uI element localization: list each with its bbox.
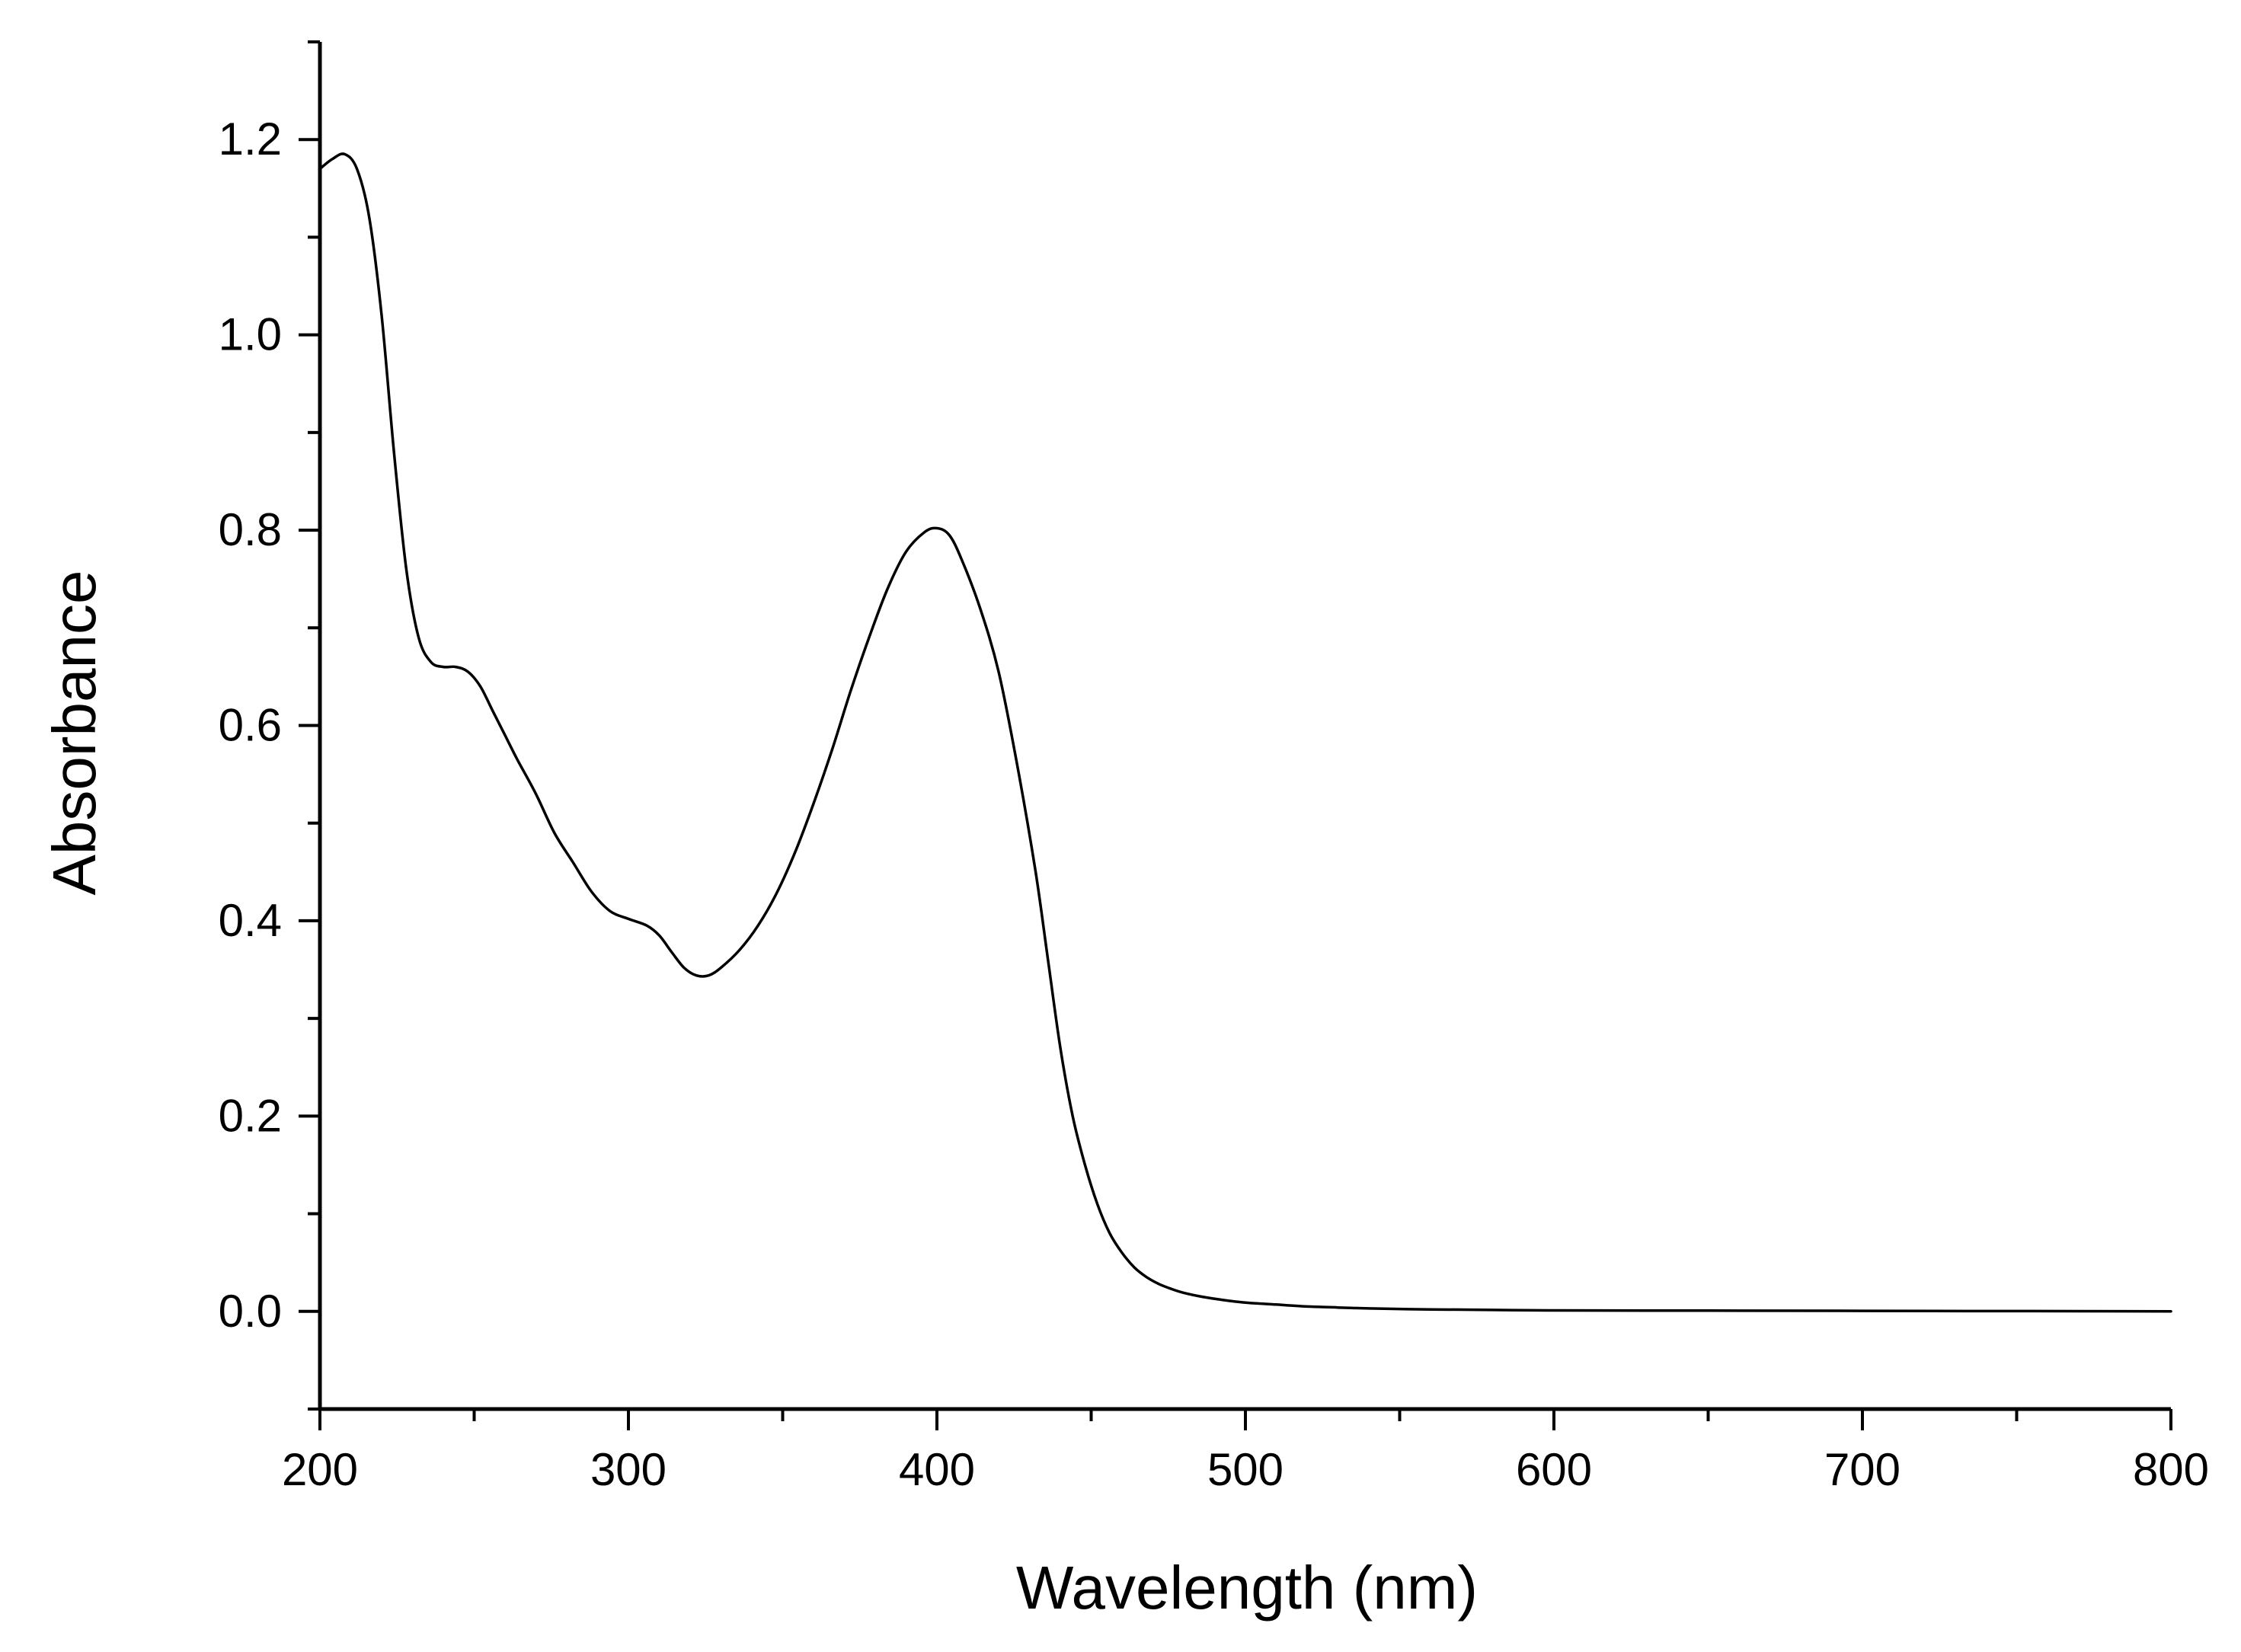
y-tick-label: 1.0	[219, 309, 282, 360]
plot-area	[318, 152, 2172, 1313]
y-tick-label: 0.6	[219, 700, 282, 751]
series-line	[318, 152, 2172, 1313]
x-tick-label: 300	[590, 1444, 667, 1495]
y-tick-label: 1.2	[219, 113, 282, 165]
axes: 200 300 400 500 600 700 800 0.0 0.2 0.4 0.6 0.8 1.0 1…	[219, 40, 2209, 1495]
x-axis-title: Wavelength (nm)	[1016, 1554, 1478, 1622]
y-tick-label: 0.4	[219, 895, 282, 946]
x-tick-label: 200	[282, 1444, 358, 1495]
y-tick-label: 0.2	[219, 1090, 282, 1141]
x-tick-label: 500	[1207, 1444, 1284, 1495]
x-tick-label: 400	[899, 1444, 975, 1495]
x-tick-label: 600	[1516, 1444, 1592, 1495]
x-tick-label: 800	[2133, 1444, 2209, 1495]
x-tick-label: 700	[1824, 1444, 1901, 1495]
y-axis-title: Absorbance	[40, 570, 108, 896]
y-tick-label: 0.8	[219, 504, 282, 555]
y-tick-label: 0.0	[219, 1286, 282, 1337]
